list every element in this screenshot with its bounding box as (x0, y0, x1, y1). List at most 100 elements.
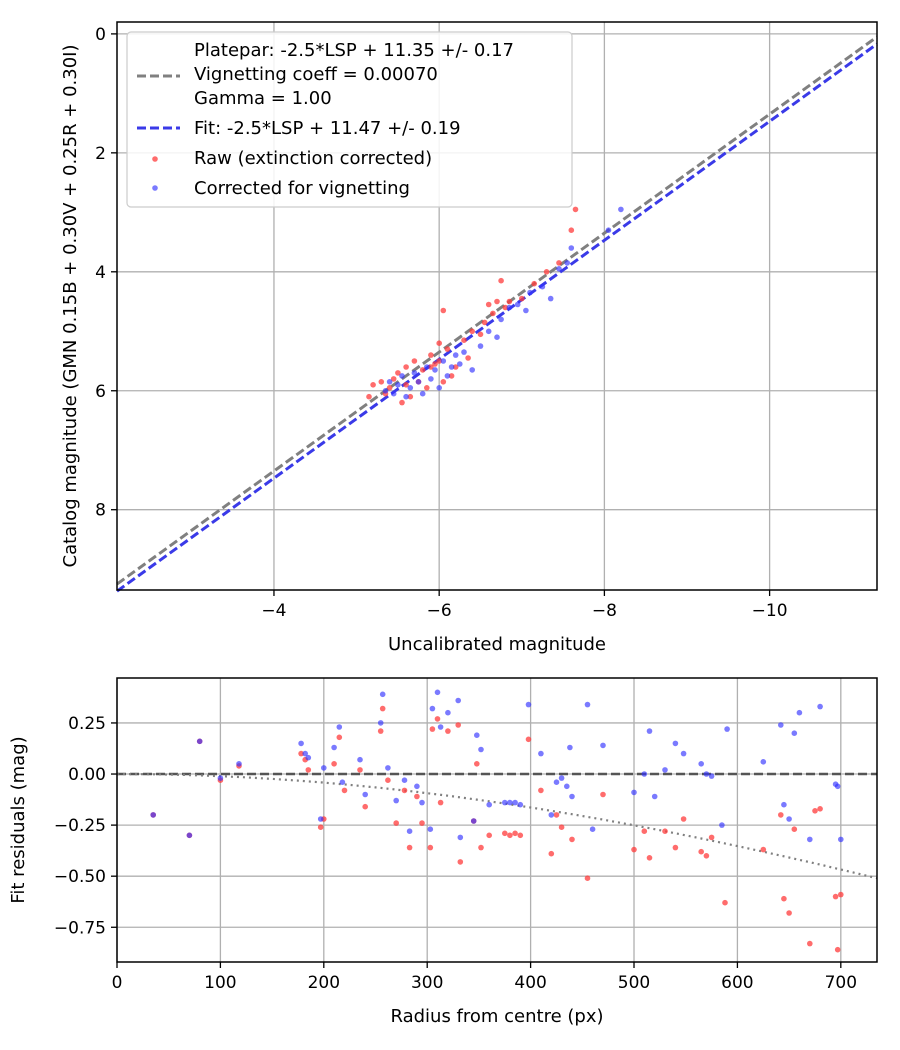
raw-point (305, 767, 312, 773)
corrected-point (631, 789, 637, 796)
corrected-point (196, 738, 203, 745)
corrected-point (502, 799, 508, 806)
corrected-point (558, 775, 565, 781)
raw-point (474, 761, 480, 767)
raw-point (778, 812, 784, 818)
raw-point (437, 799, 444, 806)
raw-point (722, 899, 728, 906)
raw-point (703, 853, 710, 859)
top-x-axis-label: Uncalibrated magnitude (388, 634, 606, 655)
corrected-point (807, 836, 813, 843)
corrected-point (838, 836, 844, 843)
corrected-point (382, 388, 389, 394)
corrected-point (457, 361, 463, 367)
legend-entry-gamma: Gamma = 1.00 (194, 88, 332, 109)
corrected-point (589, 826, 596, 832)
raw-point (548, 850, 555, 857)
raw-point (395, 370, 401, 376)
legend-entry-raw: Raw (extinction corrected) (194, 148, 432, 169)
corrected-point (703, 771, 710, 777)
y-tick-label: 4 (95, 263, 106, 283)
corrected-point (760, 759, 767, 765)
corrected-point (357, 756, 363, 763)
raw-point (556, 260, 562, 266)
legend-entry-platepar: Platepar: -2.5*LSP + 11.35 +/- 0.17 (194, 40, 514, 61)
corrected-point (786, 816, 792, 822)
top-axis-ticks: −4 −6 −8 −10 0 2 4 6 8 (95, 25, 787, 621)
corrected-point (379, 691, 386, 698)
corrected-point (440, 358, 447, 364)
corrected-point (507, 799, 513, 806)
corrected-point (407, 385, 414, 391)
raw-point (584, 875, 591, 881)
x-tick-label: 100 (204, 973, 236, 993)
raw-point (386, 385, 393, 391)
raw-point (366, 393, 372, 400)
raw-point (428, 364, 434, 370)
legend-raw-marker (152, 156, 158, 162)
raw-point (424, 385, 430, 391)
raw-point (486, 832, 493, 839)
corrected-point (527, 289, 533, 296)
raw-point (436, 358, 443, 364)
x-tick-label: 300 (411, 973, 443, 993)
corrected-point (452, 352, 459, 358)
corrected-point (302, 750, 309, 757)
corrected-point (427, 826, 434, 832)
corrected-point (393, 797, 400, 804)
corrected-point (362, 791, 369, 798)
raw-point (465, 355, 471, 361)
raw-point (569, 836, 575, 843)
corrected-point (553, 779, 560, 785)
raw-point (385, 777, 391, 783)
raw-point (572, 206, 579, 213)
x-tick-label: −8 (592, 601, 617, 621)
x-tick-label: −4 (261, 601, 286, 621)
corrected-point (436, 385, 443, 391)
corrected-point (478, 746, 484, 753)
raw-point (834, 946, 841, 953)
corrected-point (336, 724, 343, 730)
corrected-point (506, 304, 513, 311)
corrected-point (457, 834, 464, 841)
corrected-point (605, 227, 612, 233)
corrected-point (321, 765, 327, 771)
corrected-point (494, 334, 500, 341)
raw-point (812, 808, 818, 814)
corrected-point (150, 812, 156, 818)
corrected-point (662, 767, 668, 773)
corrected-point (470, 818, 477, 824)
raw-point (832, 893, 839, 900)
raw-point (411, 358, 418, 364)
corrected-point (411, 370, 418, 376)
legend-corrected-marker (152, 185, 158, 191)
bottom-axis-ticks: 0 100 200 300 400 500 600 700 0.25 0.00 −0.25 −0.50… (54, 714, 857, 993)
raw-point (519, 295, 525, 302)
raw-point (427, 844, 434, 851)
corrected-point (791, 730, 798, 736)
top-y-axis-label: Catalog magnitude (GMN 0.15B + 0.30V + 0… (60, 44, 81, 567)
corrected-point (377, 720, 384, 726)
corrected-point (618, 206, 624, 213)
raw-point (791, 826, 798, 832)
corrected-point (339, 779, 346, 785)
calibration-plot: −4 −6 −8 −10 0 2 4 6 8 Uncalibrated magnitude Ca… (60, 21, 878, 655)
raw-point (298, 750, 304, 757)
corrected-point (217, 775, 224, 781)
corrected-point (538, 750, 544, 757)
bottom-plot-frame (116, 677, 878, 963)
raw-point (341, 787, 348, 794)
raw-point (786, 910, 792, 916)
legend-entry-vignetting: Vignetting coeff = 0.00070 (194, 64, 438, 85)
raw-point (760, 846, 767, 853)
x-tick-label: −6 (427, 601, 452, 621)
raw-point (403, 364, 409, 370)
residuals-plot: 0 100 200 300 400 500 600 700 0.25 0.00 −0.25 −0.50… (8, 677, 878, 1027)
raw-point (502, 304, 509, 311)
corrected-point (445, 709, 451, 716)
corrected-point (434, 689, 441, 696)
raw-point (517, 832, 524, 839)
y-tick-label: 0 (95, 25, 106, 45)
corrected-point (403, 393, 409, 400)
raw-point (543, 269, 550, 275)
